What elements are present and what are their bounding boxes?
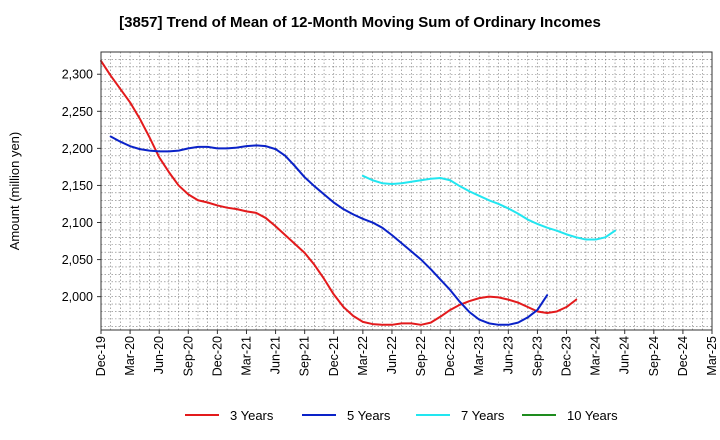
x-tick-label: Sep-24 (647, 336, 661, 376)
legend-item-3-years: 3 Years (185, 405, 273, 425)
x-axis-ticks: Dec-19 Mar-20 Jun-20 Sep-20 Dec-20 Mar-21 Jun-… (94, 330, 719, 376)
legend-label: 3 Years (230, 407, 274, 423)
x-tick-label: Dec-20 (210, 336, 224, 376)
y-tick-label: 2,300 (62, 68, 93, 82)
series-line-5-years (109, 135, 549, 326)
y-axis-ticks: 2,000 2,050 2,100 2,150 2,200 2,250 2,300 (62, 68, 101, 304)
grid-lines (100, 51, 713, 330)
x-tick-label: Dec-19 (94, 336, 108, 376)
y-tick-label: 2,100 (62, 216, 93, 230)
y-axis-label: Amount (million yen) (7, 132, 22, 251)
x-tick-label: Mar-21 (239, 336, 253, 376)
legend-label: 10 Years (567, 407, 618, 423)
x-tick-label: Dec-24 (676, 336, 690, 376)
chart-title: [3857] Trend of Mean of 12-Month Moving … (119, 14, 601, 31)
legend-swatch-5-years (302, 414, 336, 416)
series-lines (100, 59, 617, 326)
y-tick-label: 2,150 (62, 179, 93, 193)
y-tick-label: 2,000 (62, 290, 93, 304)
plot-area-border (100, 51, 713, 331)
legend-item-10-years: 10 Years (522, 405, 618, 425)
legend-swatch-10-years (522, 414, 556, 416)
legend-item-5-years: 5 Years (302, 405, 390, 425)
y-tick-label: 2,250 (62, 105, 93, 119)
x-tick-label: Sep-21 (298, 336, 312, 376)
x-tick-label: Jun-20 (152, 336, 166, 374)
series-line-3-years (100, 59, 578, 326)
x-tick-label: Mar-23 (472, 336, 486, 376)
x-tick-label: Sep-22 (414, 336, 428, 376)
x-tick-label: Mar-25 (705, 336, 719, 376)
legend-label: 5 Years (347, 407, 391, 423)
x-tick-label: Jun-24 (618, 336, 632, 374)
x-tick-label: Sep-20 (181, 336, 195, 376)
x-tick-label: Sep-23 (530, 336, 544, 376)
x-tick-label: Jun-21 (269, 336, 283, 374)
x-tick-label: Mar-22 (356, 336, 370, 376)
x-tick-label: Jun-23 (501, 336, 515, 374)
y-tick-label: 2,200 (62, 142, 93, 156)
legend-label: 7 Years (461, 407, 505, 423)
series-line-7-years (361, 174, 617, 241)
x-tick-label: Dec-23 (560, 336, 574, 376)
x-tick-label: Mar-24 (589, 336, 603, 376)
legend-swatch-7-years (416, 414, 450, 416)
plot-frame (100, 51, 713, 331)
legend-item-7-years: 7 Years (416, 405, 504, 425)
x-tick-label: Dec-22 (443, 336, 457, 376)
legend: 3 Years 5 Years 7 Years 10 Years (0, 405, 720, 425)
x-tick-label: Mar-20 (123, 336, 137, 376)
y-tick-label: 2,050 (62, 253, 93, 267)
legend-swatch-3-years (185, 414, 219, 416)
x-tick-label: Jun-22 (385, 336, 399, 374)
x-tick-label: Dec-21 (327, 336, 341, 376)
